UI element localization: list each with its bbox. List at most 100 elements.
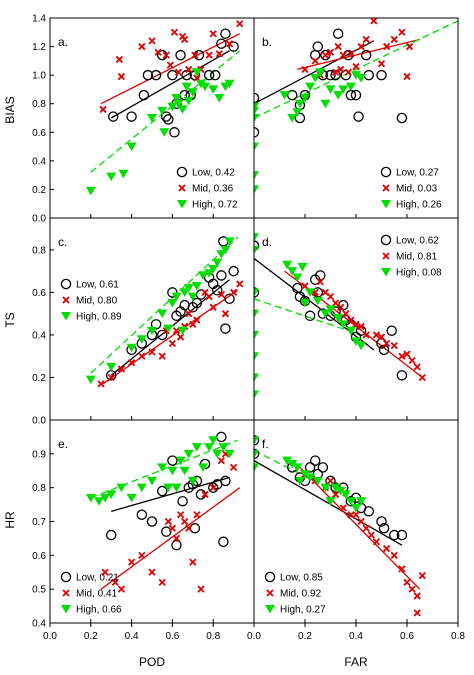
panel-label: d.: [262, 235, 272, 249]
high-marker: [183, 96, 194, 106]
high-marker: [126, 142, 137, 152]
low-fit-line: [254, 460, 403, 546]
high-marker: [254, 106, 259, 116]
mid-marker: [372, 538, 381, 546]
mid-marker: [326, 48, 335, 56]
mid-marker: [362, 331, 370, 339]
mid-marker: [205, 51, 213, 59]
high-marker: [254, 142, 259, 152]
legend-entry: High, 0.72: [192, 200, 238, 211]
mid-fit-line: [299, 466, 421, 590]
legend-entry: Mid, 0.36: [192, 184, 234, 195]
high-marker: [356, 341, 367, 351]
mid-marker: [148, 568, 156, 576]
high-marker: [106, 490, 117, 499]
y-tick-label: 1.0: [32, 71, 46, 82]
legend-entry: Low, 0.27: [396, 168, 439, 179]
high-fit-line: [254, 298, 362, 336]
low-marker: [363, 506, 374, 517]
mid-marker: [403, 72, 411, 81]
high-marker: [279, 91, 290, 100]
x-tick-label-far: 0.4: [349, 631, 363, 642]
high-marker: [208, 436, 219, 445]
high-marker: [335, 487, 346, 496]
mid-marker: [217, 456, 225, 465]
low-marker: [161, 111, 172, 122]
high-marker: [254, 288, 259, 297]
mid-marker: [405, 42, 414, 51]
panel-c: 0.0 0.2 0.4 0.6 0.8 TS c. Low, 0.61 Mid, 0.80 Hig…: [3, 217, 255, 427]
high-marker: [294, 476, 305, 486]
high-marker: [345, 82, 356, 92]
high-marker: [136, 483, 147, 493]
low-marker: [216, 270, 227, 281]
high-marker: [218, 443, 229, 452]
legend-entry: High, 0.66: [76, 605, 122, 616]
low-marker: [156, 329, 168, 341]
low-marker: [312, 41, 323, 52]
mid-marker: [321, 51, 330, 59]
mid-marker: [413, 592, 421, 600]
high-marker: [356, 74, 367, 83]
mid-marker: [62, 589, 70, 597]
high-marker: [333, 313, 344, 323]
legend-entry: Low, 0.61: [76, 280, 119, 291]
high-marker: [292, 108, 303, 117]
high-marker: [315, 68, 326, 77]
x-tick-label-far: 0.2: [298, 631, 312, 642]
high-marker: [106, 362, 117, 372]
y-tick-label: 0.0: [32, 416, 46, 427]
mid-marker: [311, 57, 319, 65]
mid-marker: [168, 339, 177, 348]
high-marker: [356, 497, 367, 506]
low-marker: [315, 270, 326, 281]
high-marker: [212, 449, 223, 459]
high-marker: [85, 375, 96, 385]
high-marker: [177, 200, 187, 209]
low-marker: [203, 69, 215, 81]
high-marker: [320, 309, 331, 319]
mid-marker: [189, 558, 197, 566]
high-marker: [163, 324, 174, 334]
high-marker: [61, 312, 71, 321]
x-tick-label-pod: 0.2: [84, 631, 98, 642]
mid-marker: [344, 68, 352, 76]
mid-marker: [158, 352, 166, 360]
high-marker: [191, 68, 202, 77]
legend-entry: Mid, 0.80: [76, 296, 118, 307]
mid-marker: [193, 511, 201, 519]
low-marker: [161, 526, 172, 537]
mid-marker: [398, 28, 406, 36]
high-marker: [167, 102, 178, 112]
y-tick-label: 0.8: [32, 483, 46, 494]
high-marker: [61, 605, 71, 614]
mid-marker: [398, 565, 406, 573]
low-marker: [378, 523, 390, 534]
x-tick-label-far: 0.8: [451, 631, 465, 642]
y-axis-label: BIAS: [3, 96, 17, 123]
high-marker: [292, 463, 303, 472]
low-marker: [228, 265, 239, 277]
high-marker: [157, 463, 168, 472]
low-marker: [105, 529, 117, 541]
low-marker: [176, 166, 188, 178]
low-marker: [380, 234, 392, 246]
high-marker: [340, 490, 351, 499]
panel-d: d. Low, 0.62 Mid, 0.81 High, 0.08: [253, 217, 459, 421]
y-tick-label: 0.0: [32, 214, 46, 225]
mid-marker: [334, 42, 342, 51]
low-marker: [167, 287, 178, 298]
legend: Low, 0.61 Mid, 0.80 High, 0.89: [60, 278, 122, 323]
mid-marker: [111, 578, 119, 587]
y-tick-label: 0.4: [32, 619, 46, 630]
low-marker: [353, 111, 364, 122]
high-marker: [300, 470, 310, 479]
mid-marker: [357, 517, 365, 526]
low-marker: [254, 240, 260, 251]
mid-marker: [191, 51, 199, 59]
low-marker: [228, 41, 239, 52]
high-marker: [345, 326, 356, 336]
mid-marker: [172, 327, 181, 335]
mid-marker: [99, 105, 107, 114]
x-tick-label-pod: 0.8: [206, 631, 220, 642]
